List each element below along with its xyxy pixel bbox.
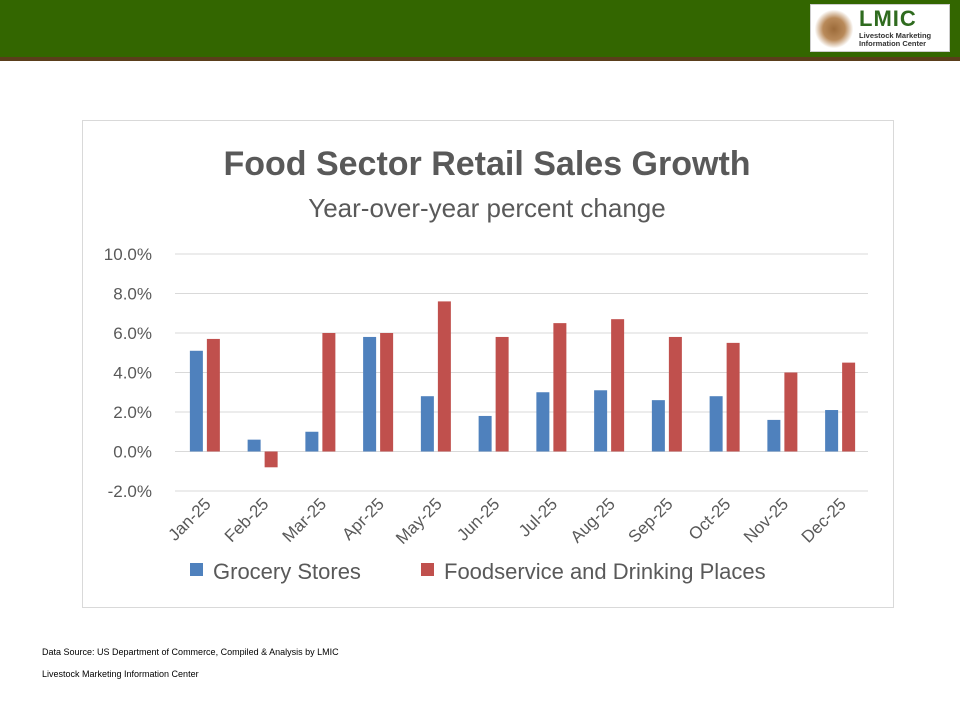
data-source-note: Data Source: US Department of Commerce, … (42, 647, 339, 657)
bar-grocery-Nov-25 (767, 419, 781, 452)
y-tick-label: 8.0% (113, 285, 152, 304)
bar-grocery-Sep-25 (651, 400, 665, 452)
cowboy-logo-image (815, 9, 853, 49)
bar-grocery-Dec-25 (825, 410, 839, 452)
bar-foodservice-Sep-25 (668, 336, 682, 452)
logo-subtitle: Livestock Marketing Information Center (859, 31, 932, 48)
bar-foodservice-Apr-25 (380, 333, 394, 452)
x-tick-label: Aug-25 (567, 494, 619, 546)
logo-text: LMIC (859, 6, 917, 31)
y-tick-label: 10.0% (104, 245, 152, 264)
bar-foodservice-May-25 (437, 301, 451, 452)
bar-foodservice-Jan-25 (206, 338, 220, 452)
bar-grocery-Jun-25 (478, 415, 492, 452)
x-tick-label: May-25 (392, 494, 446, 548)
x-tick-label: Sep-25 (624, 494, 676, 546)
y-tick-label: -2.0% (108, 482, 152, 501)
x-tick-label: Oct-25 (685, 494, 735, 544)
bar-grocery-Apr-25 (363, 336, 377, 452)
bar-foodservice-Dec-25 (842, 362, 856, 452)
y-tick-label: 2.0% (113, 403, 152, 422)
bar-grocery-Aug-25 (594, 390, 608, 452)
chart-subtitle: Year-over-year percent change (308, 193, 665, 223)
footer-org: Livestock Marketing Information Center (42, 669, 199, 679)
legend-swatch (421, 563, 434, 576)
bar-grocery-Jul-25 (536, 392, 550, 452)
bar-grocery-Jan-25 (189, 350, 203, 452)
bar-foodservice-Jun-25 (495, 336, 509, 452)
y-tick-label: 4.0% (113, 364, 152, 383)
lmic-logo: LMIC Livestock Marketing Information Cen… (810, 4, 950, 52)
y-tick-label: 6.0% (113, 324, 152, 343)
chart-title: Food Sector Retail Sales Growth (223, 145, 750, 183)
x-tick-label: Dec-25 (798, 494, 850, 546)
bar-grocery-May-25 (420, 396, 434, 452)
y-tick-label: 0.0% (113, 443, 152, 462)
bar-foodservice-Oct-25 (726, 342, 740, 452)
chart-area (82, 120, 894, 608)
legend-swatch (190, 563, 203, 576)
bar-grocery-Oct-25 (709, 396, 723, 452)
x-tick-label: Jul-25 (515, 494, 561, 540)
x-tick-label: Apr-25 (338, 494, 388, 544)
bar-grocery-Mar-25 (305, 431, 319, 452)
x-tick-label: Jun-25 (453, 494, 503, 544)
bar-foodservice-Mar-25 (322, 333, 336, 452)
bar-foodservice-Jul-25 (553, 323, 567, 452)
x-tick-label: Feb-25 (221, 494, 273, 546)
x-tick-label: Jan-25 (165, 494, 215, 544)
x-tick-label: Nov-25 (740, 494, 792, 546)
legend-label: Foodservice and Drinking Places (444, 559, 766, 584)
header-bar: LMIC Livestock Marketing Information Cen… (0, 0, 960, 61)
bar-foodservice-Feb-25 (264, 451, 278, 468)
legend-label: Grocery Stores (213, 559, 361, 584)
x-tick-label: Mar-25 (279, 494, 331, 546)
bar-foodservice-Aug-25 (611, 319, 625, 452)
bar-grocery-Feb-25 (247, 439, 261, 452)
bar-foodservice-Nov-25 (784, 372, 798, 452)
